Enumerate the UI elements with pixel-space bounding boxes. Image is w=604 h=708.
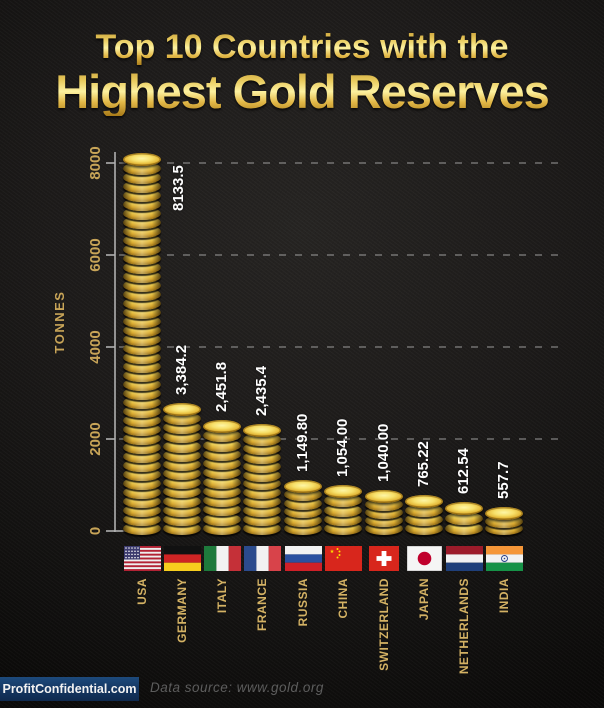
flag-usa-icon bbox=[123, 546, 161, 571]
country-label-china: CHINA bbox=[336, 578, 350, 619]
data-source-text: Data source: www.gold.org bbox=[150, 680, 324, 695]
y-axis-tick bbox=[106, 162, 115, 164]
flag-japan-icon bbox=[406, 546, 442, 571]
gold-coin bbox=[203, 494, 241, 508]
flag-germany-icon bbox=[163, 546, 201, 571]
gold-coin bbox=[284, 480, 322, 493]
value-label-netherlands: 612.54 bbox=[455, 448, 472, 494]
gold-coin bbox=[163, 439, 201, 453]
value-label-usa: 8133.5 bbox=[170, 165, 187, 211]
gold-coin bbox=[163, 485, 201, 499]
gold-coin bbox=[485, 507, 523, 520]
value-label-russia: 1,149.80 bbox=[294, 413, 311, 472]
value-label-india: 557.7 bbox=[495, 461, 512, 499]
value-label-germany: 3,384.2 bbox=[173, 344, 190, 395]
y-axis-tick bbox=[106, 346, 115, 348]
gold-coin bbox=[203, 466, 241, 480]
gold-coin bbox=[203, 512, 241, 526]
y-tick-label: 0 bbox=[87, 526, 104, 536]
gold-coin bbox=[203, 438, 241, 452]
coin-stack-italy bbox=[203, 420, 241, 535]
country-label-india: INDIA bbox=[497, 578, 511, 614]
gold-coin bbox=[203, 457, 241, 471]
gold-coin bbox=[324, 503, 362, 517]
gold-coin bbox=[243, 495, 281, 509]
gridline-2000 bbox=[119, 438, 565, 440]
y-tick-label: 2000 bbox=[87, 422, 104, 456]
gold-coin bbox=[243, 486, 281, 500]
gold-coin bbox=[243, 504, 281, 518]
gold-coin bbox=[163, 494, 201, 508]
page-title: Top 10 Countries with the Highest Gold R… bbox=[0, 29, 604, 116]
value-label-switzerland: 1,040.00 bbox=[375, 423, 392, 482]
coin-stack-netherlands bbox=[445, 502, 483, 535]
y-tick-label: 8000 bbox=[87, 146, 104, 180]
gold-coin bbox=[123, 153, 161, 166]
flag-italy-icon bbox=[203, 546, 241, 571]
coin-stack-china bbox=[324, 485, 362, 535]
value-label-france: 2,435.4 bbox=[253, 365, 270, 416]
gold-coin bbox=[445, 502, 483, 515]
gold-coin bbox=[163, 476, 201, 490]
flag-netherlands-icon bbox=[445, 546, 483, 571]
coin-stack-germany bbox=[163, 403, 201, 535]
gold-coin bbox=[324, 485, 362, 498]
gridline-8000 bbox=[119, 162, 565, 164]
flag-russia-icon bbox=[284, 546, 322, 571]
flag-switzerland-icon bbox=[369, 546, 399, 571]
value-label-japan: 765.22 bbox=[415, 441, 432, 487]
y-axis-tick bbox=[106, 438, 115, 440]
gold-coin bbox=[243, 513, 281, 527]
title-line-1: Top 10 Countries with the bbox=[0, 29, 604, 66]
coin-stack-usa bbox=[123, 153, 161, 535]
y-axis-tick bbox=[106, 254, 115, 256]
coin-stack-france bbox=[243, 424, 281, 535]
flag-china-icon bbox=[324, 546, 362, 571]
gold-coin bbox=[163, 430, 201, 444]
gold-coin bbox=[324, 494, 362, 508]
y-tick-label: 6000 bbox=[87, 238, 104, 272]
gold-coin bbox=[203, 475, 241, 489]
gold-coin bbox=[203, 420, 241, 433]
gold-coin bbox=[365, 490, 403, 503]
country-label-switzerland: SWITZERLAND bbox=[377, 578, 391, 671]
gold-coin bbox=[163, 412, 201, 426]
y-axis-tick bbox=[106, 530, 115, 532]
country-label-netherlands: NETHERLANDS bbox=[457, 578, 471, 675]
y-axis-line bbox=[114, 152, 116, 532]
gold-coin bbox=[203, 429, 241, 443]
gridline-6000 bbox=[119, 254, 565, 256]
gold-coin bbox=[243, 424, 281, 437]
value-label-china: 1,054.00 bbox=[334, 418, 351, 477]
gold-coin bbox=[445, 512, 483, 525]
x-axis-corner bbox=[114, 530, 126, 532]
title-line-2: Highest Gold Reserves bbox=[0, 66, 604, 116]
coin-stack-switzerland bbox=[365, 490, 403, 535]
y-axis-title: TONNES bbox=[52, 290, 67, 354]
coin-stack-russia bbox=[284, 480, 322, 535]
y-tick-label: 4000 bbox=[87, 330, 104, 364]
coin-stack-india bbox=[485, 507, 523, 535]
flag-france-icon bbox=[243, 546, 281, 571]
gold-coin bbox=[163, 403, 201, 416]
gridline-4000 bbox=[119, 346, 565, 348]
gold-coin bbox=[405, 495, 443, 508]
brand-badge: ProfitConfidential.com bbox=[0, 677, 139, 701]
country-label-japan: JAPAN bbox=[417, 578, 431, 621]
flag-india-icon bbox=[485, 546, 523, 571]
gold-coin bbox=[163, 421, 201, 435]
gold-coin bbox=[203, 503, 241, 517]
gold-coin bbox=[445, 522, 483, 535]
coin-stack-japan bbox=[405, 495, 443, 535]
value-label-italy: 2,451.8 bbox=[213, 361, 230, 412]
